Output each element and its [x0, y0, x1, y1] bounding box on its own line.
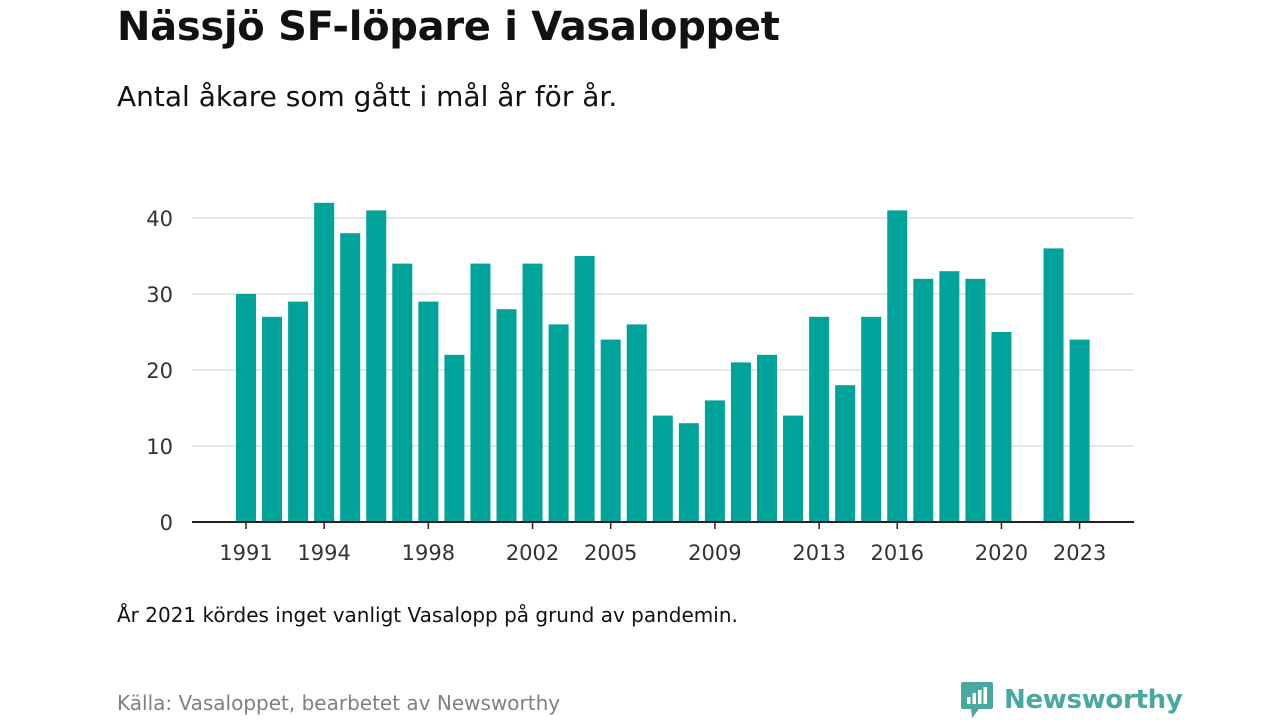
chart-subtitle: Antal åkare som gått i mål år för år.: [117, 80, 618, 113]
y-tick-label-20: 20: [146, 359, 173, 383]
y-tick-label-10: 10: [146, 435, 173, 459]
bar-2017: [913, 278, 934, 522]
bar-1999: [444, 354, 465, 522]
x-tick-label-1991: 1991: [219, 541, 272, 565]
bar-layer: [236, 202, 1090, 523]
y-tick-label-0: 0: [160, 511, 173, 535]
bar-2014: [835, 385, 856, 522]
brand-logo: Newsworthy: [960, 680, 1183, 720]
bar-2013: [809, 316, 830, 522]
bar-2012: [783, 415, 804, 522]
bar-2004: [574, 256, 595, 522]
bar-2005: [600, 339, 621, 522]
bar-2007: [652, 415, 673, 522]
bar-2002: [522, 263, 543, 522]
bar-1996: [366, 210, 387, 522]
x-tick-label-2005: 2005: [584, 541, 637, 565]
bar-2022: [1043, 248, 1064, 522]
x-tick-label-2013: 2013: [792, 541, 845, 565]
source-text: Källa: Vasaloppet, bearbetet av Newswort…: [117, 691, 561, 715]
bar-2018: [939, 271, 960, 522]
bar-2016: [887, 210, 908, 522]
bar-2003: [548, 324, 569, 522]
x-tick-label-2009: 2009: [688, 541, 741, 565]
bar-1997: [392, 263, 413, 522]
bar-1992: [262, 316, 283, 522]
newsworthy-logo-icon: [961, 682, 993, 718]
axis-layer: 0 10 20 30 40 1991 1994 1998 2002 2005 2009 2013 201…: [146, 207, 1134, 565]
brand-name: Newsworthy: [1004, 685, 1183, 715]
bar-1994: [314, 202, 335, 523]
x-tick-label-2023: 2023: [1053, 541, 1106, 565]
bar-2023: [1069, 339, 1090, 522]
bar-2006: [626, 324, 647, 522]
chart-note: År 2021 kördes inget vanligt Vasalopp på…: [117, 603, 738, 627]
bar-chart: 0 10 20 30 40 1991 1994 1998 2002 2005 2009 2013 201…: [146, 202, 1134, 565]
bar-1998: [418, 301, 439, 522]
bar-2009: [704, 400, 725, 522]
chart-title: Nässjö SF-löpare i Vasaloppet: [117, 4, 780, 50]
bar-2019: [965, 278, 986, 522]
bar-2020: [991, 332, 1012, 522]
bar-1993: [288, 301, 309, 522]
x-tick-label-2002: 2002: [506, 541, 559, 565]
bar-1995: [340, 233, 361, 522]
bar-2000: [470, 263, 491, 522]
bar-1991: [236, 294, 256, 522]
bar-2001: [496, 309, 517, 522]
x-tick-label-1994: 1994: [297, 541, 350, 565]
bar-2010: [730, 362, 751, 522]
y-tick-label-40: 40: [146, 207, 173, 231]
bar-2008: [678, 423, 699, 522]
y-tick-label-30: 30: [146, 283, 173, 307]
x-tick-label-2020: 2020: [975, 541, 1028, 565]
x-tick-label-2016: 2016: [871, 541, 924, 565]
x-tick-label-1998: 1998: [402, 541, 455, 565]
bar-2011: [757, 354, 777, 522]
bar-2015: [861, 316, 882, 522]
